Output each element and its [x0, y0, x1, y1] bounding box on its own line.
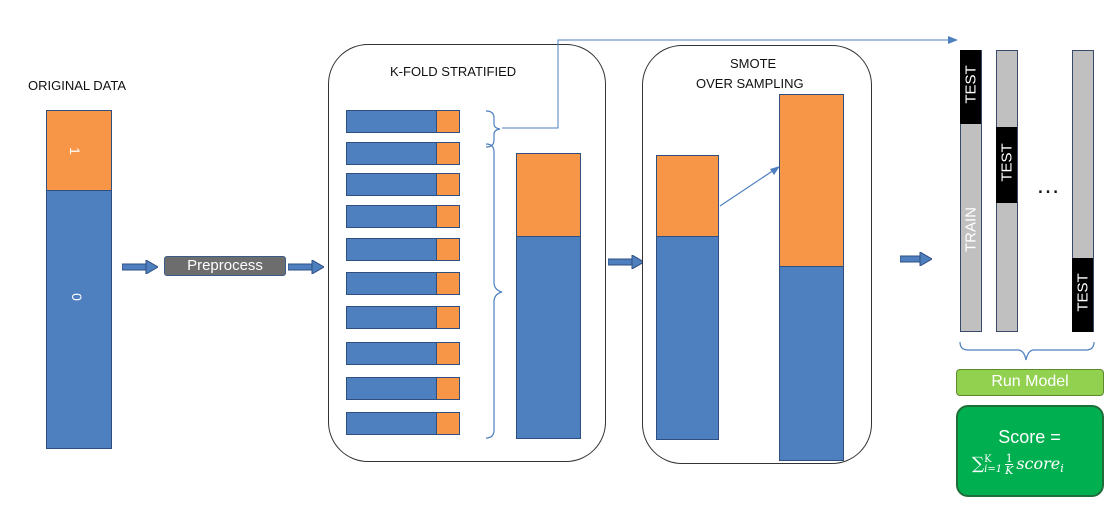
- fold-1-column: TEST TRAIN: [960, 50, 982, 332]
- kfold-majority-segment: [516, 236, 581, 439]
- arrow-to-preprocess: [122, 260, 158, 274]
- fold-bar: [346, 173, 460, 196]
- smote-before-majority: [656, 236, 719, 440]
- preprocess-box: Preprocess: [164, 256, 286, 276]
- run-model-label: Run Model: [991, 373, 1069, 390]
- fold-bar: [346, 110, 460, 133]
- fold-k-test-label: TEST: [1074, 273, 1092, 312]
- arrow-to-kfold: [288, 260, 324, 274]
- fold-1-test-block: TEST: [960, 50, 981, 124]
- smote-title-line1: SMOTE: [730, 56, 777, 71]
- arrow-to-folds-view: [900, 252, 932, 266]
- train-label: TRAIN: [962, 207, 980, 252]
- fold-bar: [346, 205, 460, 228]
- original-majority-segment: 0: [46, 190, 112, 449]
- folds-ellipsis: …: [1036, 172, 1060, 199]
- class-0-label: 0: [68, 293, 85, 301]
- arrow-to-smote: [608, 255, 644, 269]
- original-data-label: ORIGINAL DATA: [28, 78, 126, 93]
- fold-2-column: TEST: [996, 50, 1018, 332]
- fold-bar: [346, 377, 460, 400]
- kfold-title: K-FOLD STRATIFIED: [390, 64, 517, 79]
- fold-bar: [346, 412, 460, 435]
- fold-bar: [346, 272, 460, 295]
- fold-bar: [346, 306, 460, 329]
- fold-2-test-label: TEST: [998, 143, 1016, 182]
- smote-after-majority: [779, 266, 844, 461]
- fold-bar: [346, 342, 460, 365]
- fold-braces-and-connector: [485, 36, 958, 439]
- fold-k-column: TEST: [1072, 50, 1094, 332]
- fold-bar: [346, 238, 460, 261]
- class-1-label: 1: [66, 147, 83, 155]
- fold-1-test-label: TEST: [962, 65, 980, 104]
- original-minority-segment: 1: [46, 110, 112, 192]
- fold-bar: [346, 142, 460, 165]
- smote-before-minority: [656, 155, 719, 238]
- oversampling-arrow: [719, 166, 780, 207]
- fold-k-test-block: TEST: [1072, 258, 1093, 332]
- fold-list: [346, 110, 460, 440]
- run-model-box: Run Model: [956, 369, 1104, 396]
- smote-title-line2: OVER SAMPLING: [696, 76, 804, 91]
- fold-2-test-block: TEST: [996, 127, 1017, 203]
- smote-after-minority: [779, 94, 844, 268]
- score-title: Score =: [998, 427, 1061, 447]
- folds-brace: [959, 341, 1095, 361]
- kfold-minority-segment: [516, 153, 581, 238]
- preprocess-label: Preprocess: [187, 257, 263, 274]
